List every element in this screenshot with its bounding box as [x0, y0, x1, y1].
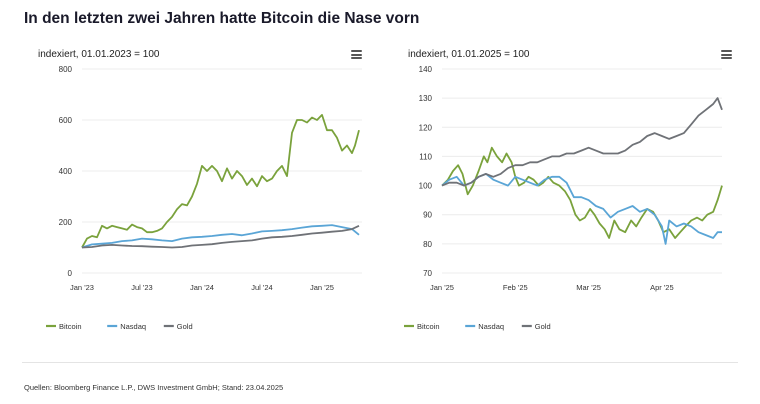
source-note: Quellen: Bloomberg Finance L.P., DWS Inv… [24, 383, 284, 392]
legend-item-bitcoin[interactable]: Bitcoin [46, 322, 82, 331]
y-tick-label: 70 [423, 269, 432, 278]
legend-item-gold[interactable]: Gold [521, 322, 551, 331]
chart-right: 70 80 90 100 110 120 130 140 Jan '25 Feb '25 Mar '… [404, 65, 723, 331]
x-tick-label: Jul '23 [131, 283, 152, 292]
y-tick-label: 90 [423, 211, 432, 220]
y-tick-label: 110 [419, 152, 432, 161]
y-tick-label: 140 [419, 65, 433, 74]
x-tick-label: Apr '25 [650, 283, 674, 292]
legend-label: Gold [535, 322, 551, 331]
y-tick-label: 0 [68, 269, 73, 278]
legend-item-bitcoin[interactable]: Bitcoin [404, 322, 440, 331]
y-tick-label: 800 [59, 65, 73, 74]
series-line-nasdaq [81, 224, 360, 249]
x-tick-label: Jan '25 [430, 283, 454, 292]
legend-label: Nasdaq [120, 322, 146, 331]
series-line-bitcoin [441, 146, 723, 239]
chart-panel-left: 0 200 400 600 800 Jan '23 Jul '23 Jan '24 Jul '2… [22, 40, 372, 340]
x-tick-label: Feb '25 [503, 283, 528, 292]
legend-item-nasdaq[interactable]: Nasdaq [465, 322, 504, 331]
legend-item-nasdaq[interactable]: Nasdaq [107, 322, 146, 331]
y-tick-label: 80 [423, 240, 432, 249]
chart-panel-right: 70 80 90 100 110 120 130 140 Jan '25 Feb '25 Mar '… [392, 40, 742, 340]
legend-label: Bitcoin [59, 322, 82, 331]
x-tick-label: Jan '24 [190, 283, 214, 292]
x-tick-label: Mar '25 [576, 283, 601, 292]
y-tick-label: 120 [419, 123, 433, 132]
legend-item-gold[interactable]: Gold [163, 322, 193, 331]
legend-label: Gold [177, 322, 193, 331]
chart-left: 0 200 400 600 800 Jan '23 Jul '23 Jan '24 Jul '2… [46, 65, 362, 331]
y-tick-label: 200 [59, 218, 73, 227]
x-tick-label: Jan '23 [70, 283, 94, 292]
chart-subtitle-right: indexiert, 01.01.2025 = 100 [408, 49, 530, 60]
menu-icon[interactable] [721, 50, 732, 59]
series-line-gold [441, 97, 723, 187]
y-tick-label: 130 [419, 94, 433, 103]
y-tick-label: 600 [59, 116, 73, 125]
x-tick-label: Jan '25 [310, 283, 334, 292]
divider [22, 362, 738, 363]
chart-subtitle-left: indexiert, 01.01.2023 = 100 [38, 49, 160, 60]
legend-label: Bitcoin [417, 322, 440, 331]
series-line-gold [81, 224, 360, 249]
y-tick-label: 100 [419, 182, 433, 191]
menu-icon[interactable] [351, 50, 362, 59]
y-tick-label: 400 [59, 167, 73, 176]
series-line-nasdaq [441, 172, 722, 245]
page-title: In den letzten zwei Jahren hatte Bitcoin… [24, 10, 420, 27]
series-line-bitcoin [81, 114, 360, 248]
legend-label: Nasdaq [478, 322, 504, 331]
x-tick-label: Jul '24 [251, 283, 272, 292]
